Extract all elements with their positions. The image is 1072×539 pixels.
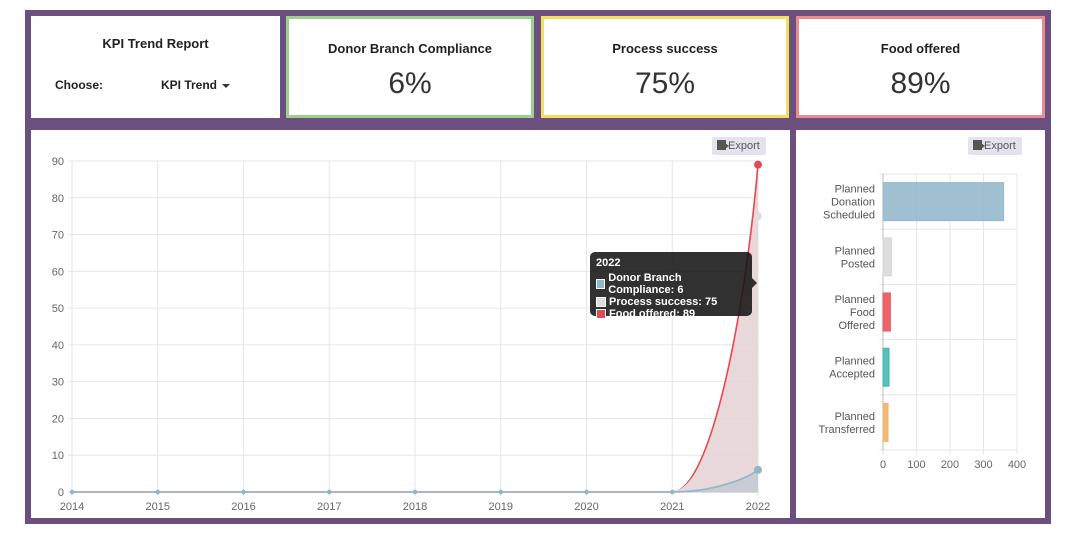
- kpi-title: Donor Branch Compliance: [328, 41, 492, 56]
- y-tick-label: Planned Posted: [835, 245, 875, 270]
- data-point: [327, 489, 332, 495]
- legend-swatch: [596, 297, 606, 307]
- bar: [882, 347, 890, 387]
- x-tick-label: 2022: [746, 501, 770, 513]
- x-tick-label: 2015: [146, 501, 170, 513]
- tooltip-row-text: Donor Branch Compliance: 6: [608, 272, 684, 296]
- y-tick-label: Planned Transferred: [819, 411, 875, 436]
- report-type-dropdown[interactable]: KPI Trend: [161, 78, 231, 92]
- export-label: Export: [728, 140, 760, 152]
- data-point: [241, 489, 246, 495]
- kpi-card-compliance: Donor Branch Compliance 6%: [286, 16, 534, 118]
- y-tick-label: 90: [52, 156, 64, 168]
- report-selector-card: KPI Trend Report Choose: KPI Trend: [31, 16, 280, 118]
- export-label: Export: [984, 140, 1016, 152]
- report-type-value: KPI Trend: [161, 78, 218, 92]
- trend-line-chart: 0 10 20 30 40 50 60 70 80 90 2014 2015 2016 2017 2018 2…: [52, 156, 770, 513]
- tooltip-row: Food offered: 89: [596, 308, 746, 320]
- tooltip-row-text: Food offered: 89: [609, 308, 696, 320]
- export-icon: [973, 140, 985, 150]
- tooltip-row: Donor Branch Compliance: 6: [596, 272, 746, 296]
- kpi-title: Food offered: [880, 41, 961, 56]
- data-point: [412, 489, 418, 495]
- kpi-card-food: Food offered 89%: [796, 16, 1045, 118]
- data-point: [670, 489, 675, 495]
- data-point: [754, 160, 762, 169]
- y-tick-label: Planned Food Offered: [835, 294, 875, 332]
- tooltip-title: 2022: [596, 257, 621, 269]
- chart-tooltip: 2022 Donor Branch Compliance: 6 Process …: [590, 252, 757, 320]
- data-point: [69, 489, 75, 495]
- caret-down-icon: [222, 83, 231, 88]
- kpi-value: 89%: [890, 67, 951, 100]
- y-tick-label: 80: [52, 193, 64, 205]
- bar: [882, 237, 892, 277]
- y-tick-label: Planned Accepted: [829, 356, 875, 381]
- x-tick-label: 2018: [403, 501, 427, 513]
- y-tick-label: 0: [58, 487, 64, 499]
- planned-export-button[interactable]: Export: [968, 137, 1022, 155]
- tooltip-arrow: [752, 278, 757, 288]
- bar: [882, 182, 1005, 222]
- tooltip-row-text: Process success: 75: [609, 296, 718, 308]
- x-tick-label: 400: [1008, 459, 1026, 471]
- y-tick-label: 40: [52, 340, 64, 352]
- kpi-value: 75%: [634, 67, 696, 100]
- y-tick-label: 20: [52, 413, 64, 425]
- choose-label: Choose:: [55, 78, 103, 92]
- data-point: [754, 212, 762, 221]
- legend-swatch: [596, 309, 606, 319]
- y-tick-label: 60: [52, 266, 64, 278]
- data-point: [155, 489, 160, 495]
- x-tick-label: 2017: [317, 501, 341, 513]
- trend-export-button[interactable]: Export: [712, 137, 766, 155]
- tooltip-row: Process success: 75: [596, 296, 746, 308]
- series-line: [72, 469, 759, 493]
- y-tick-label: 10: [52, 450, 64, 462]
- x-tick-label: 300: [974, 459, 992, 471]
- x-tick-label: 2019: [489, 501, 513, 513]
- x-tick-label: 2016: [231, 501, 255, 513]
- x-tick-label: 2021: [660, 501, 684, 513]
- planned-bar-chart: 0 100 200 300 400 Planned Donation Scheduled Pla…: [819, 173, 1026, 471]
- bar: [882, 402, 889, 442]
- x-tick-label: 100: [907, 459, 925, 471]
- kpi-title: Process success: [612, 41, 718, 56]
- x-tick-label: 2020: [574, 501, 598, 513]
- bar: [882, 292, 891, 332]
- y-tick-label: 30: [52, 377, 64, 389]
- kpi-card-process: Process success 75%: [541, 16, 789, 118]
- data-point: [498, 489, 503, 495]
- legend-swatch: [596, 279, 606, 289]
- report-title: KPI Trend Report: [102, 36, 209, 51]
- export-icon: [717, 140, 729, 150]
- y-tick-label: 70: [52, 230, 64, 242]
- x-tick-label: 2014: [60, 501, 84, 513]
- data-point: [754, 465, 762, 474]
- y-tick-label: 50: [52, 303, 64, 315]
- x-tick-label: 200: [941, 459, 959, 471]
- kpi-value: 6%: [388, 67, 432, 100]
- x-tick-label: 0: [880, 459, 886, 471]
- y-tick-label: Planned Donation Scheduled: [823, 184, 875, 222]
- data-point: [584, 489, 589, 495]
